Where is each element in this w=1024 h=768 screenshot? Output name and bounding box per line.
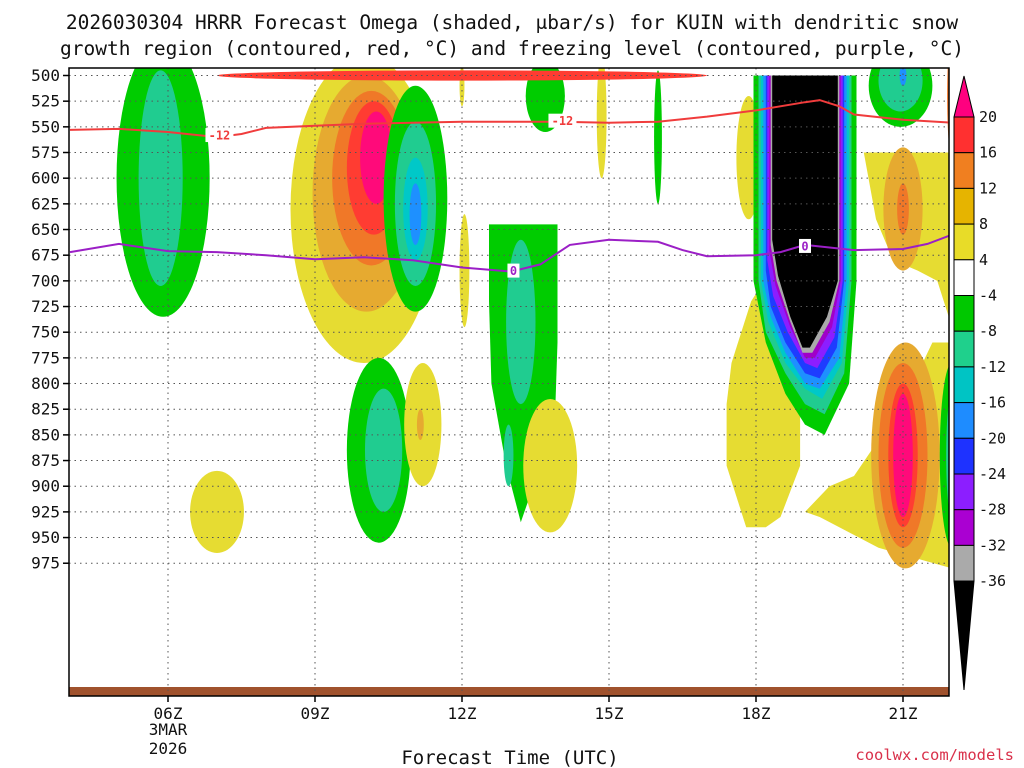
omega-blob-pink-21z-low [893,393,913,518]
omega-blob-teal-low-13z [503,424,514,487]
omega-blob-orange-21z [897,183,909,235]
colorbar-label-10: -24 [979,465,1006,483]
plot-frame [68,67,950,697]
colorbar-segment-3 [953,187,975,225]
contour-lines: -12 -12 0 0 [69,99,949,278]
colorbar-label-9: -20 [979,429,1006,447]
colorbar-label-4: 4 [979,251,988,269]
freezing-level-contour-label-bg-1 [799,238,811,253]
y-tick-label-550: 550 [31,117,60,136]
colorbar-segment-8 [953,366,975,404]
date-label-month: 3MAR [149,720,188,739]
y-tick-label-925: 925 [31,502,60,521]
y-tick-label-500: 500 [31,66,60,85]
x-tick-label-21Z: 21Z [889,704,918,723]
y-tick-label-525: 525 [31,92,60,111]
colorbar-segment-5 [953,259,975,296]
y-tick-label-575: 575 [31,143,60,162]
y-tick-label-625: 625 [31,194,60,213]
y-tick-label-650: 650 [31,220,60,239]
x-tick-label-06Z: 06Z [154,704,183,723]
y-tick-label-725: 725 [31,297,60,316]
colorbar-label-5: -4 [979,287,997,305]
colorbar-segment-7 [953,330,975,368]
y-tick-label-600: 600 [31,169,60,188]
omega-blob-gold-low-11z [416,409,424,441]
dgz-contour-label-bg-1 [548,113,577,128]
colorbar-label-1: 16 [979,144,997,162]
x-axis: 06Z 09Z 12Z 15Z 18Z 21Z [154,696,918,723]
colorbar-segment-2 [953,152,975,189]
y-tick-label-800: 800 [31,374,60,393]
colorbar-segment-9 [953,402,975,439]
y-tick-label-675: 675 [31,246,60,265]
omega-blob-yellow-13z-low [523,398,578,533]
colorbar: 20 16 12 8 4 -4 -8 -12 -16 -20 -24 -28 -32 -36 [953,75,1006,691]
ground-surface [69,687,949,696]
chart-title-line-2: growth region (contoured, red, °C) and f… [60,37,964,60]
freezing-level-contour-label-1: 0 [801,239,808,253]
y-tick-label-775: 775 [31,348,60,367]
colorbar-label-2: 12 [979,179,997,197]
x-tick-label-18Z: 18Z [742,704,771,723]
omega-blob-blue-11z [409,183,422,245]
omega-blob-teal-low-09z [364,388,403,512]
omega-blob-teal-early [138,70,183,286]
omega-blob-teal-20z-top [878,68,923,112]
y-tick-label-875: 875 [31,451,60,470]
y-tick-label-900: 900 [31,477,60,496]
dgz-contour-label-bg-0 [205,128,234,143]
colorbar-segment-1 [953,116,975,154]
colorbar-label-12: -32 [979,536,1006,554]
colorbar-segment-14 [953,580,975,691]
y-tick-label-750: 750 [31,323,60,342]
omega-strip-green-16z [654,70,662,204]
freezing-level-contour-label-bg-0 [507,263,520,278]
omega-column-black-18z [772,75,838,348]
omega-blob-yellow-early-low [190,470,244,553]
omega-blob-teal-13z [506,239,536,405]
y-tick-label-825: 825 [31,400,60,419]
colorbar-label-11: -28 [979,501,1006,519]
colorbar-segment-4 [953,223,975,261]
colorbar-label-0: 20 [979,108,997,126]
colorbar-label-8: -16 [979,394,1006,412]
colorbar-label-3: 8 [979,215,988,233]
colorbar-segment-6 [953,295,975,332]
dgz-contour-label-1: -12 [552,114,574,128]
grid-lines [69,68,949,696]
date-label-year: 2026 [149,739,188,758]
x-tick-label-15Z: 15Z [595,704,624,723]
colorbar-label-7: -12 [979,358,1006,376]
colorbar-segment-11 [953,473,975,511]
colorbar-segment-12 [953,509,975,546]
colorbar-segment-0 [953,75,975,118]
x-axis-label: Forecast Time (UTC) [401,747,618,768]
y-tick-label-950: 950 [31,528,60,547]
omega-shading [69,68,949,696]
omega-strip-yellow-12z [459,214,470,328]
colorbar-label-13: -36 [979,572,1006,590]
omega-blob-blue-20z-top [899,68,907,86]
x-tick-label-12Z: 12Z [448,704,477,723]
omega-blob-green-22z-low [939,365,949,545]
credit-text: coolwx.com/models [855,746,1014,764]
plot-area: -12 -12 0 0 [69,68,949,696]
colorbar-segment-10 [953,437,975,475]
freezing-level-contour-label-0: 0 [510,264,517,278]
y-axis: 500 525 550 575 600 625 650 675 700 725 750 775 800 8… [31,66,69,573]
y-tick-label-850: 850 [31,425,60,444]
colorbar-label-6: -8 [979,322,997,340]
y-tick-label-975: 975 [31,554,60,573]
omega-edge-red-top [217,70,707,81]
freezing-level-contour-line [69,234,949,273]
y-tick-label-700: 700 [31,271,60,290]
x-tick-label-09Z: 09Z [301,704,330,723]
colorbar-segment-13 [953,544,975,582]
chart-title-line-1: 2026030304 HRRR Forecast Omega (shaded, … [66,11,958,34]
dgz-contour-label-0: -12 [209,129,231,143]
